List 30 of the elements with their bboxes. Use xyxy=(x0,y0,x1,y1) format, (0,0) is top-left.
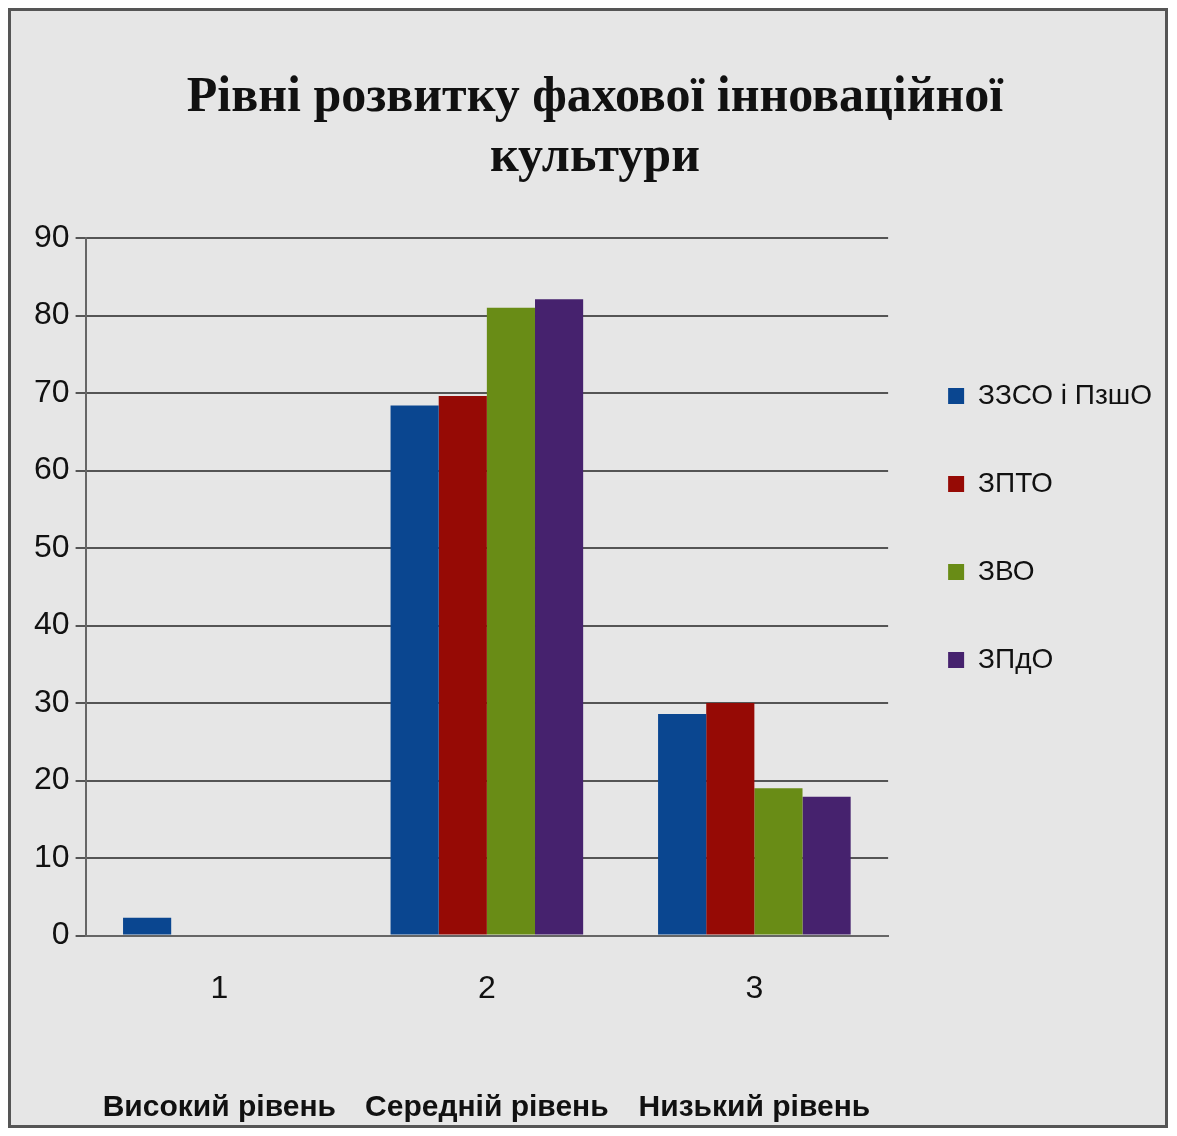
y-tick-label: 40 xyxy=(34,605,70,642)
legend-label: ЗПТО xyxy=(978,466,1053,498)
x-tick-label: 2 xyxy=(477,968,496,1005)
chart-title: Рівні розвитку фахової інноваційної культури xyxy=(186,65,1005,182)
bar xyxy=(438,396,487,935)
legend-label: ЗПдО xyxy=(978,642,1054,674)
bar xyxy=(658,713,707,935)
text: Низький рівень xyxy=(638,1089,871,1123)
legend-label: ЗЗСО і ПзшО xyxy=(978,378,1153,410)
y-tick-label: 20 xyxy=(34,760,70,797)
bar xyxy=(123,917,172,935)
y-tick-label: 0 xyxy=(51,915,70,952)
legend-label: ЗВО xyxy=(978,554,1035,586)
y-tick-label: 80 xyxy=(34,295,70,332)
bar xyxy=(754,788,803,935)
y-tick-label: 30 xyxy=(34,682,70,719)
y-tick-label: 90 xyxy=(34,217,70,254)
y-tick-label: 60 xyxy=(34,450,70,487)
text: Середній рівень xyxy=(365,1089,609,1123)
x-tick-label: 3 xyxy=(745,968,764,1005)
bar xyxy=(535,299,584,935)
bar xyxy=(486,307,536,935)
bar xyxy=(706,703,755,935)
bar xyxy=(390,405,439,935)
bar xyxy=(802,796,851,935)
y-tick-label: 50 xyxy=(34,527,70,564)
y-tick-label: 10 xyxy=(34,837,70,874)
text: Високий рівень xyxy=(102,1089,336,1123)
y-tick-label: 70 xyxy=(34,372,70,409)
x-tick-label: 1 xyxy=(210,968,229,1005)
